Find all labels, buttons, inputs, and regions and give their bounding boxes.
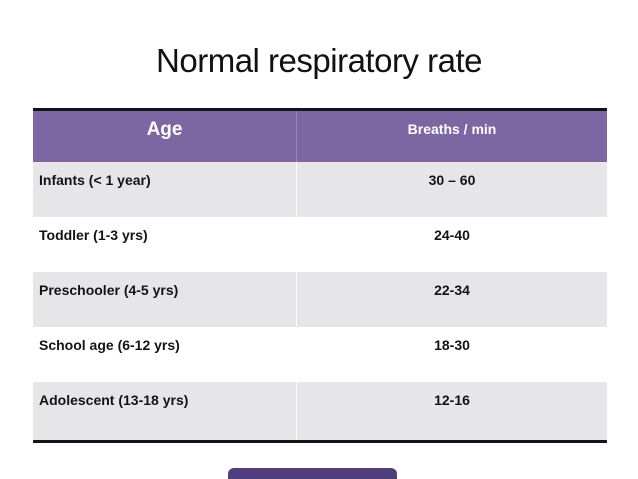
table-row-adolescent: Adolescent (13-18 yrs) 12-16 [33,382,607,440]
rate-cell: 30 – 60 [428,172,476,188]
table-row-toddler: Toddler (1-3 yrs) 24-40 [33,217,607,272]
header-cell-age: Age [33,111,298,162]
age-cell: Toddler (1-3 yrs) [33,217,298,272]
age-cell: Infants (< 1 year) [33,162,298,217]
age-cell: Adolescent (13-18 yrs) [33,382,298,440]
table-row-school-age: School age (6-12 yrs) 18-30 [33,327,607,382]
rate-cell: 12-16 [434,392,470,408]
age-cell: Preschooler (4-5 yrs) [33,272,298,327]
age-cell: School age (6-12 yrs) [33,327,298,382]
rate-cell: 18-30 [434,337,470,353]
respiratory-rate-table: Age Breaths / min Infants (< 1 year) 30 … [33,108,607,443]
header-cell-breaths-per-min: Breaths / min [407,121,497,137]
table-header-row: Age Breaths / min [33,111,607,162]
bottom-accent-bar [228,468,397,479]
slide-title: Normal respiratory rate [156,42,482,79]
rate-cell: 22-34 [434,282,470,298]
table-row-infants: Infants (< 1 year) 30 – 60 [33,162,607,217]
rate-cell: 24-40 [434,227,470,243]
table-row-preschooler: Preschooler (4-5 yrs) 22-34 [33,272,607,327]
